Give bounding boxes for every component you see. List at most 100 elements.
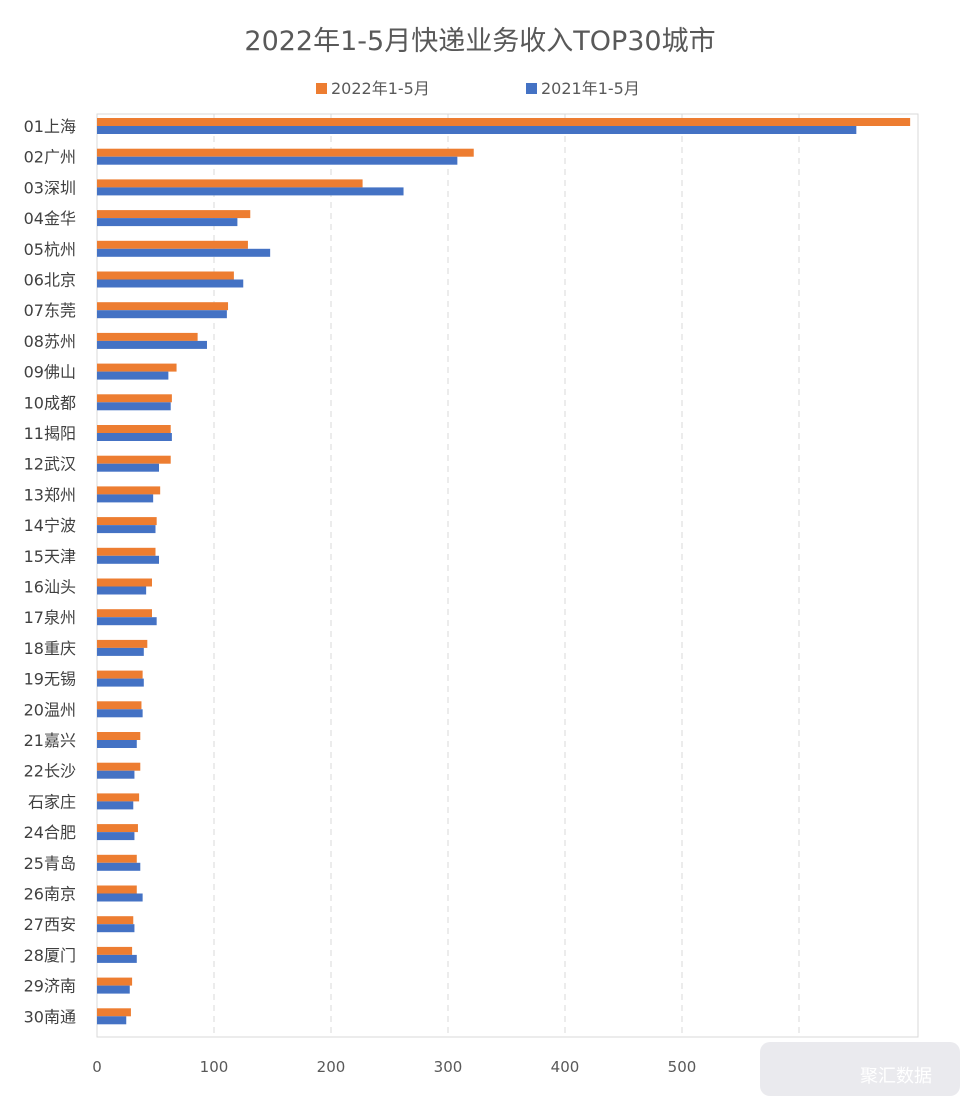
bar-2021: [97, 954, 137, 963]
chart-title: 2022年1-5月快递业务收入TOP30城市: [244, 26, 715, 57]
bar-2022: [97, 639, 148, 648]
bar-2021: [97, 801, 134, 810]
category-label: 18重庆: [24, 639, 76, 658]
x-tick-label: 400: [551, 1058, 580, 1076]
legend: 2022年1-5月 2021年1-5月: [316, 79, 640, 98]
bar-2021: [97, 279, 244, 288]
x-tick-label: 300: [434, 1058, 463, 1076]
bar-2022: [97, 118, 911, 126]
category-label: 24合肥: [24, 823, 76, 842]
bar-2022: [97, 854, 137, 863]
bar-2022: [97, 946, 133, 955]
legend-label-2022: 2022年1-5月: [331, 79, 430, 98]
category-label: 25青岛: [24, 854, 76, 873]
bar-2021: [97, 525, 156, 534]
category-label: 21嘉兴: [24, 731, 76, 750]
category-label: 01上海: [24, 117, 76, 136]
bar-2022: [97, 824, 138, 833]
bar-2021: [97, 156, 458, 165]
legend-swatch-2022: [316, 83, 327, 94]
bar-2022: [97, 332, 198, 341]
bar-2021: [97, 924, 135, 933]
category-label: 22长沙: [24, 762, 76, 781]
category-label: 20温州: [24, 700, 76, 719]
bar-2021: [97, 740, 137, 748]
bar-2022: [97, 762, 141, 771]
watermark-text: 聚汇数据: [860, 1066, 932, 1087]
category-label: 11揭阳: [24, 424, 76, 443]
bar-2022: [97, 179, 363, 188]
watermark: 聚汇数据: [760, 1042, 960, 1096]
bar-2022: [97, 609, 152, 618]
bar-2021: [97, 402, 171, 411]
bar-2022: [97, 670, 143, 679]
bar-2022: [97, 977, 133, 986]
bar-2022: [97, 363, 177, 372]
bar-2022: [97, 1008, 131, 1017]
category-label: 28厦门: [24, 946, 76, 965]
bar-2022: [97, 793, 140, 802]
plot-area: [96, 113, 919, 1038]
bar-2022: [97, 885, 137, 894]
bar-2021: [97, 985, 130, 994]
category-label: 12武汉: [24, 455, 76, 474]
x-tick-label: 500: [668, 1058, 697, 1076]
bar-2021: [97, 126, 857, 134]
bar-2022: [97, 394, 172, 403]
x-tick-labels: 0 100 200 300 400 500: [92, 1058, 696, 1076]
bar-2022: [97, 240, 248, 249]
category-label: 17泉州: [24, 608, 76, 627]
category-label: 16汕头: [24, 578, 76, 597]
bar-2021: [97, 433, 172, 441]
bar-2021: [97, 832, 135, 841]
bar-2022: [97, 210, 251, 219]
bar-2022: [97, 916, 134, 925]
category-label: 03深圳: [24, 178, 76, 197]
bar-2021: [97, 310, 227, 319]
category-label: 14宁波: [24, 516, 76, 535]
bar-2022: [97, 701, 142, 710]
bar-2021: [97, 617, 157, 626]
bar-2021: [97, 494, 154, 503]
category-label: 05杭州: [24, 240, 76, 259]
bar-2021: [97, 463, 160, 472]
bar-2021: [97, 1016, 127, 1025]
category-label: 26南京: [24, 885, 76, 904]
watermark-box: [760, 1042, 960, 1096]
bar-2022: [97, 547, 156, 556]
bar-2021: [97, 248, 271, 257]
bar-2021: [97, 187, 404, 196]
bar-2021: [97, 862, 141, 871]
category-label: 19无锡: [24, 670, 76, 689]
category-label: 30南通: [24, 1007, 76, 1026]
x-tick-label: 200: [317, 1058, 346, 1076]
legend-swatch-2021: [526, 83, 537, 94]
gridlines: [213, 114, 800, 1037]
bar-2021: [97, 586, 147, 595]
category-label: 02广州: [24, 148, 76, 167]
category-label: 10成都: [24, 393, 76, 412]
bar-2022: [97, 578, 152, 587]
category-label: 15天津: [24, 547, 76, 566]
bar-2022: [97, 425, 171, 433]
category-label: 09佛山: [24, 363, 76, 382]
category-label: 27西安: [24, 915, 76, 934]
bar-2022: [97, 732, 141, 740]
bar-2021: [97, 678, 144, 687]
category-label: 29济南: [24, 977, 76, 996]
bar-2021: [97, 218, 238, 227]
x-tick-label: 0: [92, 1058, 102, 1076]
category-label: 04金华: [24, 209, 76, 228]
bar-2021: [97, 647, 144, 656]
bar-2021: [97, 709, 143, 718]
bar-2022: [97, 271, 234, 280]
category-label: 08苏州: [24, 332, 76, 351]
bar-2022: [97, 517, 157, 526]
bar-2022: [97, 455, 171, 464]
category-label: 13郑州: [24, 485, 76, 504]
x-tick-label: 100: [200, 1058, 229, 1076]
category-label: 石家庄: [28, 792, 76, 811]
bar-2022: [97, 148, 474, 157]
legend-label-2021: 2021年1-5月: [541, 79, 640, 98]
